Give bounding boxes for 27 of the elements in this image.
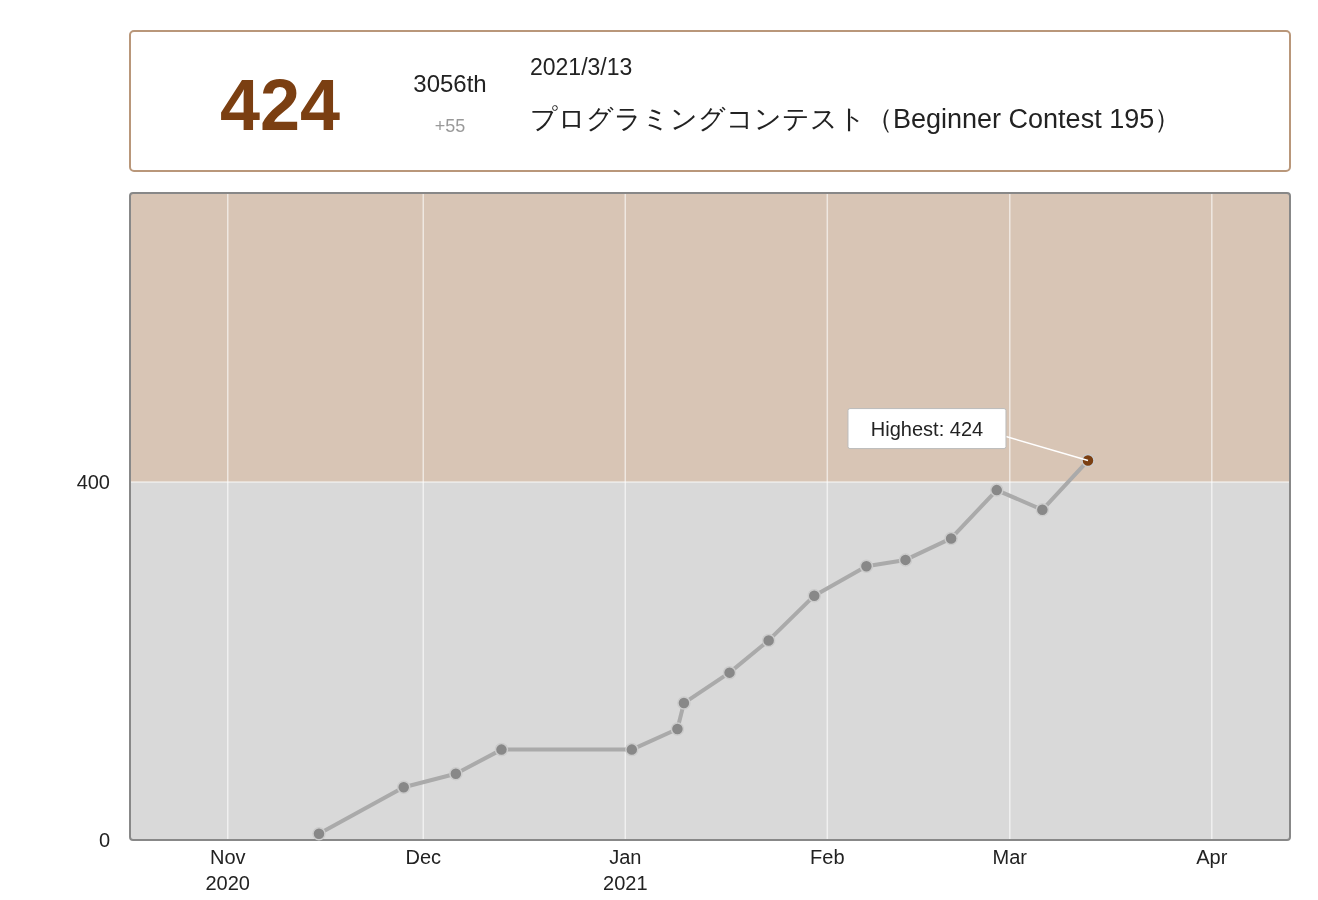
- point: [859, 559, 874, 573]
- point: [898, 553, 913, 567]
- point: [625, 742, 639, 757]
- header: 424 3056th +55 2021/3/13 プログラミングコンテスト（Beginner Contest 195）: [129, 30, 1291, 172]
- point: [396, 780, 411, 794]
- point: [312, 826, 326, 841]
- point: [989, 483, 1004, 497]
- point: [1081, 453, 1095, 468]
- point: [1035, 503, 1050, 517]
- x-tick-label: Dec: [405, 846, 442, 868]
- point: [761, 633, 776, 648]
- x-tick-label: Jan 2021: [603, 846, 648, 894]
- point: [677, 696, 691, 710]
- point: [944, 531, 958, 546]
- point: [494, 742, 509, 757]
- x-tick-label: Feb: [810, 846, 845, 868]
- y-tick-label: 0: [98, 829, 110, 851]
- annotation: Highest: 424: [870, 417, 984, 440]
- x-tick-label: Apr: [1196, 846, 1228, 868]
- callout: Highest: 424: [847, 408, 1089, 462]
- point: [722, 665, 737, 680]
- point: [670, 722, 685, 736]
- point: [807, 588, 822, 603]
- x-tick-label: Mar: [992, 846, 1028, 868]
- x-tick-label: Nov 2020: [205, 846, 250, 894]
- y-tick-label: 400: [76, 471, 110, 494]
- point: [449, 767, 463, 781]
